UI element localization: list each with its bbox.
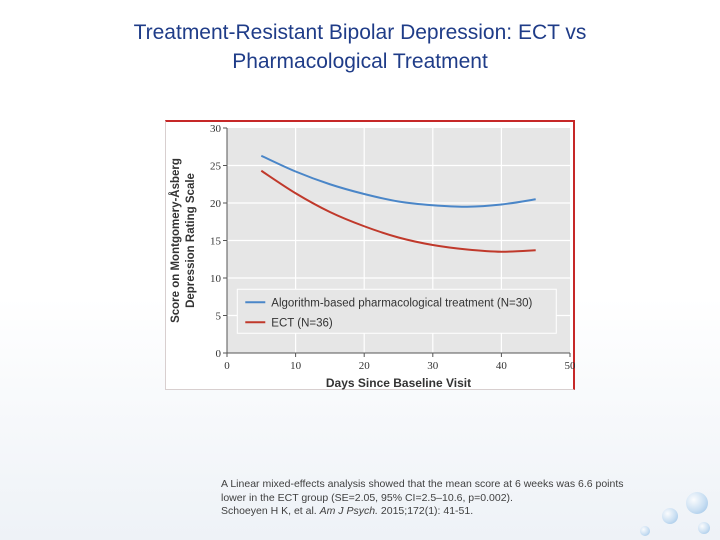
x-tick-label: 10 [290,360,302,372]
legend-label-2: ECT (N=36) [271,317,333,329]
series-line-2 [260,169,536,253]
slide-title-line-1: Treatment-Resistant Bipolar Depression: … [133,21,587,44]
slide-title-line-2: Pharmacological Treatment [232,50,488,73]
footnote-line-1: A Linear mixed-effects analysis showed t… [221,478,624,490]
x-tick-label: 40 [496,360,508,372]
y-tick-label: 30 [210,123,222,135]
footnote: A Linear mixed-effects analysis showed t… [221,478,701,519]
y-tick-label: 5 [216,311,222,323]
y-tick-label: 0 [216,348,222,360]
legend-box [236,288,557,334]
series-line-1 [260,154,536,208]
citation-journal: Am J Psych. [319,505,378,517]
y-tick-label: 20 [210,198,222,210]
footnote-line-2: lower in the ECT group (SE=2.05, 95% CI=… [221,491,513,504]
citation-authors: Schoeyen H K, et al. [221,505,320,517]
y-axis-label-line-2: Depression Rating Scale [185,173,197,308]
x-tick-label: 20 [359,360,371,372]
decorative-bubbles [600,470,720,540]
slide-title: Treatment-Resistant Bipolar Depression: … [40,18,680,76]
y-axis-label-line-1: Score on Montgomery-Åsberg [169,158,182,323]
x-tick-label: 30 [427,360,439,372]
x-axis-label: Days Since Baseline Visit [326,376,471,390]
x-tick-label: 0 [224,360,230,372]
citation-details: 2015;172(1): 41-51. [378,505,474,517]
y-tick-label: 25 [210,161,222,173]
y-tick-label: 10 [210,273,222,285]
line-chart: 0 5 10 15 20 25 30 0 10 20 30 40 50 Days Since Baseli… [169,123,576,390]
y-tick-label: 15 [210,236,222,248]
x-tick-label: 50 [565,360,576,372]
citation: Schoeyen H K, et al. Am J Psych. 2015;17… [221,505,701,519]
legend-label-1: Algorithm-based pharmacological treatmen… [271,297,532,309]
